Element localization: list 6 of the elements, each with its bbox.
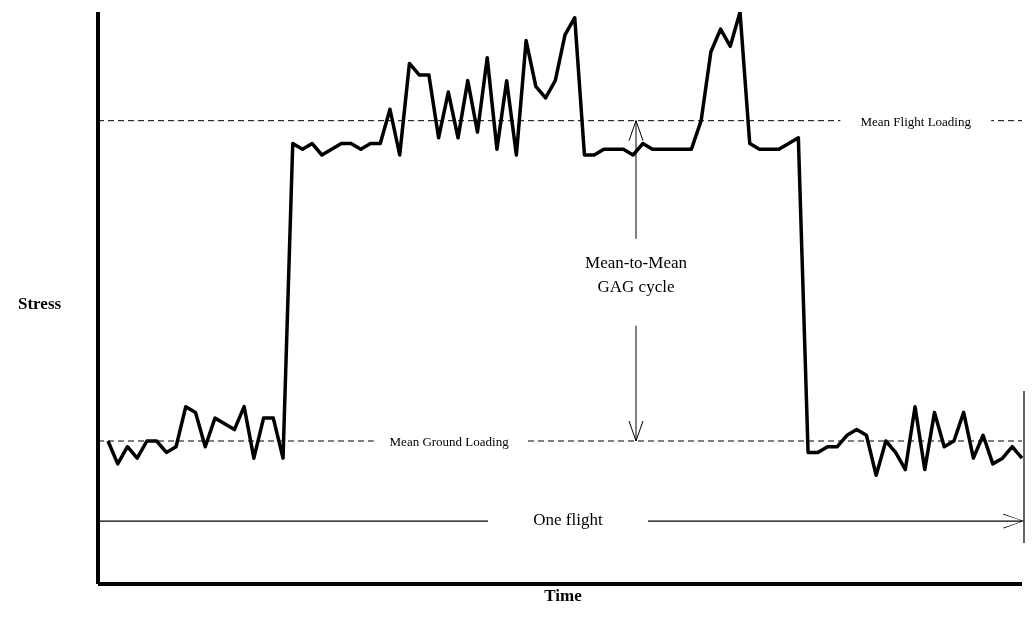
annotation: Mean-to-Mean GAG cycle [584,251,688,298]
y-axis-title: Stress [18,294,62,314]
annotation: One flight [532,510,604,531]
ref-line-label: Mean Ground Loading [389,434,510,449]
ref-line-label: Mean Flight Loading [860,113,972,129]
x-axis-title: Time [543,586,583,606]
